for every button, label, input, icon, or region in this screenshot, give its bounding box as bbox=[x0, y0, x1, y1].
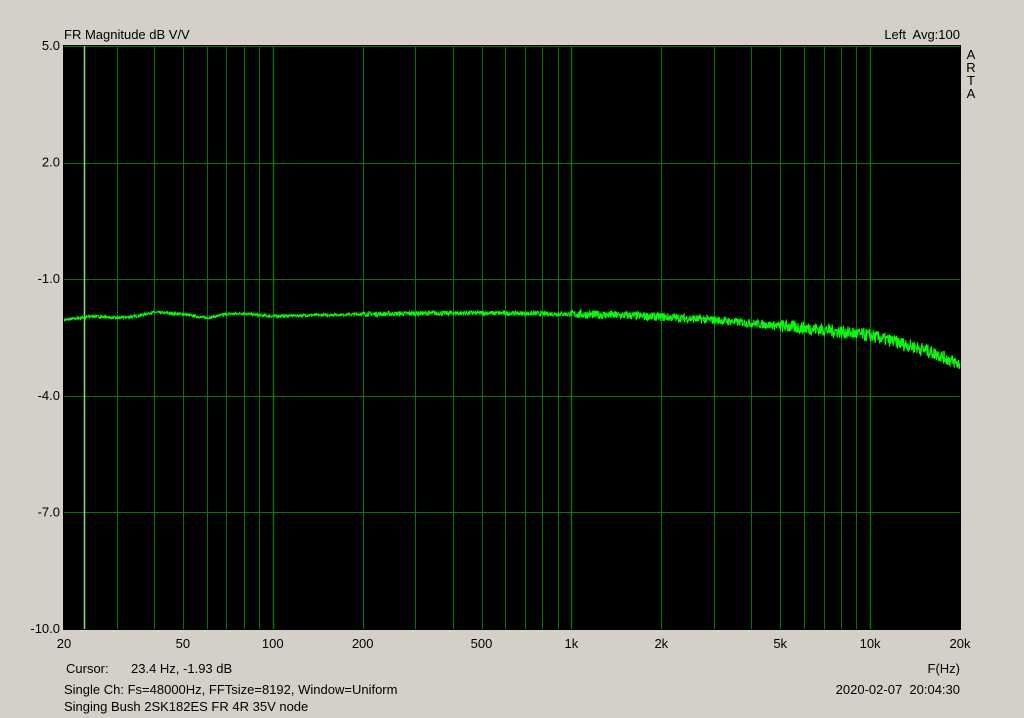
plot-area bbox=[64, 46, 960, 629]
brand-letter: T bbox=[967, 73, 975, 88]
x-tick-label: 2k bbox=[654, 636, 668, 651]
x-tick-label: 20k bbox=[950, 636, 971, 651]
measurement-caption: Singing Bush 2SK182ES FR 4R 35V node bbox=[64, 699, 309, 714]
measurement-setup: Single Ch: Fs=48000Hz, FFTsize=8192, Win… bbox=[64, 682, 398, 697]
x-tick-label: 10k bbox=[860, 636, 881, 651]
series-line bbox=[63, 308, 961, 370]
x-tick-label: 5k bbox=[773, 636, 787, 651]
brand-letter: R bbox=[966, 60, 976, 75]
chart-title: FR Magnitude dB V/V bbox=[64, 27, 190, 42]
cursor-readout: 23.4 Hz, -1.93 dB bbox=[131, 661, 233, 676]
plot-border bbox=[63, 45, 961, 630]
y-tick-label: -7.0 bbox=[38, 504, 60, 519]
brand-letter: A bbox=[966, 47, 976, 62]
channel-average-info: Left Avg:100 bbox=[884, 27, 960, 42]
x-tick-label: 50 bbox=[176, 636, 190, 651]
y-tick-label: 5.0 bbox=[42, 38, 60, 53]
x-tick-label: 100 bbox=[262, 636, 284, 651]
brand-letter: A bbox=[966, 86, 976, 101]
arta-brand: A R T A bbox=[964, 48, 978, 100]
y-tick-label: -10.0 bbox=[30, 621, 60, 636]
y-tick-label: -1.0 bbox=[38, 271, 60, 286]
x-tick-label: 200 bbox=[352, 636, 374, 651]
cursor-label: Cursor: bbox=[66, 661, 109, 676]
x-tick-label: 1k bbox=[565, 636, 579, 651]
y-tick-label: 2.0 bbox=[42, 155, 60, 170]
timestamp: 2020-02-07 20:04:30 bbox=[835, 682, 960, 697]
x-tick-label: 500 bbox=[471, 636, 493, 651]
x-tick-label: 20 bbox=[57, 636, 71, 651]
x-axis-unit: F(Hz) bbox=[927, 661, 961, 676]
y-tick-label: -4.0 bbox=[38, 388, 60, 403]
